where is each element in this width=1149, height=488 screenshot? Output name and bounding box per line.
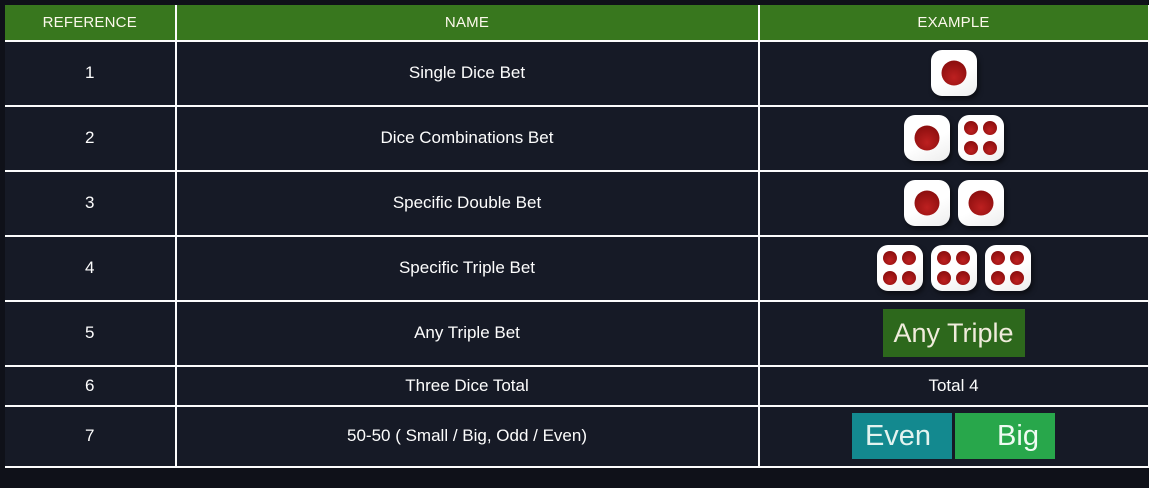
table-row: 2 Dice Combinations Bet — [2, 104, 1149, 172]
example-cell: Total 4 — [757, 364, 1149, 407]
even-badge: Even — [852, 413, 952, 459]
die-pip — [963, 140, 978, 155]
col-header-reference: REFERENCE — [2, 2, 177, 42]
bets-reference-table: REFERENCE NAME EXAMPLE 1 Single Dice Bet… — [2, 2, 1149, 468]
die-pip — [882, 270, 897, 285]
col-header-example: EXAMPLE — [757, 2, 1149, 42]
die-pip — [956, 270, 971, 285]
die-icon-face-1 — [957, 180, 1004, 226]
big-badge: Big — [955, 413, 1055, 459]
table-header: REFERENCE NAME EXAMPLE — [2, 2, 1149, 42]
die-pip — [936, 270, 951, 285]
die-icon-face-1 — [903, 115, 950, 161]
header-row: REFERENCE NAME EXAMPLE — [2, 2, 1149, 42]
die-pip — [1010, 251, 1025, 266]
example-cell — [757, 39, 1149, 107]
table-row: 3 Specific Double Bet — [2, 169, 1149, 237]
table-row: 7 50-50 ( Small / Big, Odd / Even) Even B… — [2, 404, 1149, 468]
dice-group — [760, 180, 1148, 226]
reference-cell: 3 — [2, 169, 177, 237]
die-pip — [902, 270, 917, 285]
die-icon-face-1 — [930, 50, 977, 96]
dice-group — [760, 50, 1148, 96]
example-cell: Any Triple — [757, 299, 1149, 367]
example-text: Total 4 — [928, 375, 979, 395]
example-cell — [757, 234, 1149, 302]
reference-cell: 6 — [2, 364, 177, 407]
reference-cell: 7 — [2, 404, 177, 468]
reference-cell: 1 — [2, 39, 177, 107]
bet-name-cell: Specific Double Bet — [174, 169, 760, 237]
table-row: 6 Three Dice Total Total 4 — [2, 364, 1149, 407]
bet-name-cell: Dice Combinations Bet — [174, 104, 760, 172]
example-cell — [757, 104, 1149, 172]
die-pip — [936, 251, 951, 266]
bet-name-cell: Single Dice Bet — [174, 39, 760, 107]
die-pip — [963, 121, 978, 136]
die-icon-face-4 — [930, 245, 977, 291]
die-pip — [983, 140, 998, 155]
dice-group — [760, 115, 1148, 161]
col-header-name: NAME — [174, 2, 760, 42]
bet-name-cell: Any Triple Bet — [174, 299, 760, 367]
die-pip — [968, 190, 993, 216]
bet-name-cell: Specific Triple Bet — [174, 234, 760, 302]
reference-cell: 5 — [2, 299, 177, 367]
die-pip — [990, 270, 1005, 285]
dice-group — [760, 245, 1148, 291]
table-row: 4 Specific Triple Bet — [2, 234, 1149, 302]
die-pip — [1010, 270, 1025, 285]
example-cell: Even Big — [757, 404, 1149, 468]
die-pip — [902, 251, 917, 266]
table-row: 1 Single Dice Bet — [2, 39, 1149, 107]
reference-cell: 2 — [2, 104, 177, 172]
die-icon-face-4 — [984, 245, 1031, 291]
die-pip — [956, 251, 971, 266]
die-pip — [990, 251, 1005, 266]
fifty-fifty-badges: Even Big — [760, 413, 1148, 459]
reference-cell: 4 — [2, 234, 177, 302]
die-pip — [941, 60, 966, 86]
die-icon-face-1 — [903, 180, 950, 226]
table-row: 5 Any Triple Bet Any Triple — [2, 299, 1149, 367]
die-pip — [914, 190, 939, 216]
die-pip — [983, 121, 998, 136]
example-cell — [757, 169, 1149, 237]
die-icon-face-4 — [876, 245, 923, 291]
die-pip — [914, 125, 939, 151]
die-icon-face-4 — [957, 115, 1004, 161]
any-triple-badge: Any Triple — [882, 309, 1025, 357]
bet-name-cell: Three Dice Total — [174, 364, 760, 407]
die-pip — [882, 251, 897, 266]
table-body: 1 Single Dice Bet 2 Dice Combinations Be… — [2, 39, 1149, 468]
bet-name-cell: 50-50 ( Small / Big, Odd / Even) — [174, 404, 760, 468]
